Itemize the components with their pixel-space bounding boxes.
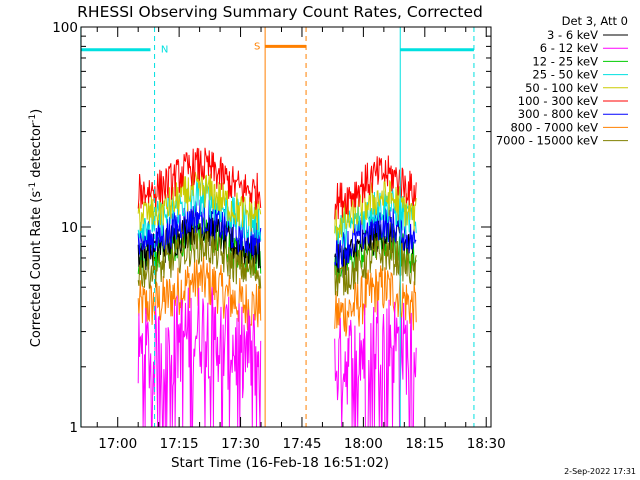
x-tick-label: 17:45: [283, 436, 322, 452]
legend-label: 300 - 800 keV: [518, 107, 598, 121]
legend-label: 6 - 12 keV: [540, 41, 598, 55]
y-tick-label: 1: [69, 420, 78, 436]
series-segment: [334, 299, 417, 427]
legend-label: 12 - 25 keV: [532, 54, 598, 68]
x-axis-label: Start Time (16-Feb-18 16:51:02): [171, 455, 389, 471]
flag-interval: S: [254, 27, 307, 427]
x-tick-label: 17:30: [221, 436, 260, 452]
x-tick-label: 18:30: [467, 436, 506, 452]
y-axis-label-sup-2: -1: [28, 114, 38, 123]
y-axis-label-end: ): [29, 109, 44, 114]
series-segment: [137, 226, 262, 289]
legend-label: 100 - 300 keV: [518, 94, 598, 108]
x-tick-label: 17:00: [98, 436, 137, 452]
series-segment: [334, 155, 417, 220]
footer-timestamp: 2-Sep-2022 17:31: [564, 467, 636, 476]
legend-label: 25 - 50 keV: [532, 68, 598, 82]
x-axis: 17:00 17:15 17:30 17:45 18:00 18:15 18:30: [96, 27, 506, 452]
series-segment: [137, 255, 262, 331]
legend-title: Det 3, Att 0: [562, 14, 628, 28]
legend-label: 800 - 7000 keV: [510, 120, 598, 134]
x-tick-label: 18:00: [344, 436, 383, 452]
x-tick-label: 18:15: [405, 436, 444, 452]
data-layer: [137, 147, 417, 427]
series-trace: [137, 147, 417, 220]
series-segment: [334, 236, 417, 297]
x-tick-label: 17:15: [160, 436, 199, 452]
series-trace: [137, 255, 417, 337]
y-axis-label-sup: -1: [28, 182, 38, 191]
series-trace: [137, 286, 417, 427]
y-axis-label-mid: detector: [29, 122, 44, 182]
flag-interval: [399, 27, 475, 427]
series-segment: [334, 265, 417, 337]
series-trace: [137, 226, 417, 297]
y-axis-label-main: Corrected Count Rate (s: [29, 191, 44, 348]
legend-label: 7000 - 15000 keV: [496, 134, 598, 148]
y-axis-label: Corrected Count Rate (s-1 detector-1): [28, 109, 44, 347]
y-tick-label: 10: [61, 220, 78, 236]
series-segment: [137, 286, 262, 427]
legend-label: 3 - 6 keV: [547, 28, 598, 42]
flag-label: N: [161, 45, 168, 56]
series-segment: [137, 198, 262, 259]
chart-title: RHESSI Observing Summary Count Rates, Co…: [77, 3, 483, 21]
flag-label: S: [254, 41, 260, 52]
y-tick-label: 100: [52, 20, 78, 36]
legend-label: 50 - 100 keV: [525, 81, 598, 95]
y-axis: 1 10 100: [52, 20, 491, 436]
series-segment: [137, 147, 262, 210]
